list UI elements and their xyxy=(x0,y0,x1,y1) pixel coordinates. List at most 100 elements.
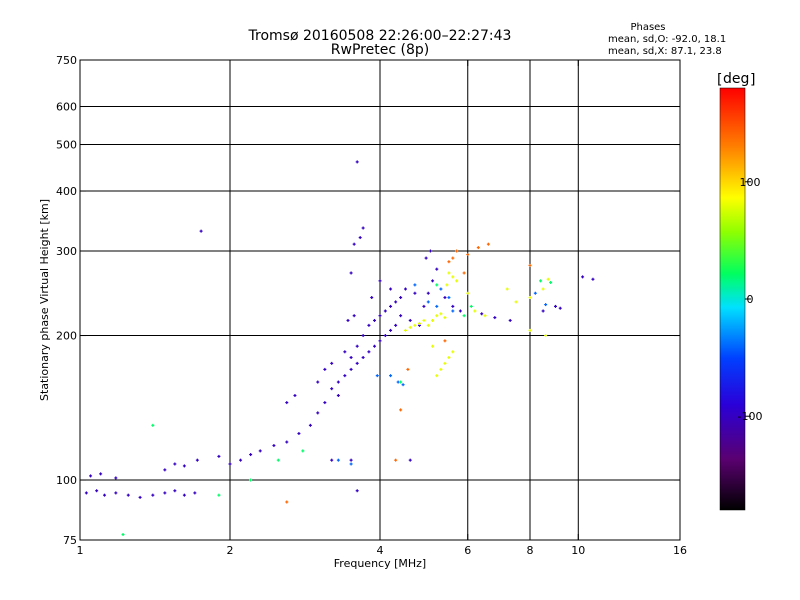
data-point xyxy=(349,458,353,462)
data-point xyxy=(349,367,353,371)
data-point xyxy=(349,271,353,275)
data-point xyxy=(378,279,382,283)
data-point xyxy=(361,334,365,338)
data-point xyxy=(330,361,334,365)
data-point xyxy=(399,296,403,300)
data-point xyxy=(361,226,365,230)
data-point xyxy=(447,260,451,264)
data-point xyxy=(401,383,405,387)
data-point xyxy=(330,387,334,391)
data-points xyxy=(84,160,595,537)
data-point xyxy=(346,318,350,322)
data-point xyxy=(182,464,186,468)
data-point xyxy=(458,309,462,313)
data-point xyxy=(394,458,398,462)
data-point xyxy=(408,318,412,322)
data-point xyxy=(422,304,426,308)
data-point xyxy=(447,296,451,300)
data-point xyxy=(375,374,379,378)
data-point xyxy=(343,374,347,378)
data-point xyxy=(323,401,327,405)
data-point xyxy=(581,275,585,279)
x-tick-label: 1 xyxy=(77,544,84,557)
data-point xyxy=(114,491,118,495)
data-point xyxy=(476,246,480,250)
data-point xyxy=(553,304,557,308)
data-point xyxy=(443,296,447,300)
data-point xyxy=(422,318,426,322)
data-point xyxy=(355,160,359,164)
grid-lines xyxy=(80,60,680,540)
data-point xyxy=(373,344,377,348)
data-point xyxy=(199,229,203,233)
data-point xyxy=(228,462,232,466)
data-point xyxy=(426,291,430,295)
data-point xyxy=(439,287,443,291)
data-point xyxy=(394,300,398,304)
data-point xyxy=(428,249,432,253)
data-point xyxy=(505,287,509,291)
y-tick-label: 100 xyxy=(56,474,77,487)
data-point xyxy=(413,291,417,295)
data-point xyxy=(451,275,455,279)
data-point xyxy=(249,478,253,482)
data-point xyxy=(370,296,374,300)
data-point xyxy=(435,267,439,271)
colorbar-bracket-right: ] xyxy=(750,72,755,88)
data-point xyxy=(443,339,447,343)
data-point xyxy=(195,458,199,462)
data-point xyxy=(99,472,103,476)
x-axis-label: Frequency [MHz] xyxy=(334,557,426,570)
y-tick-label: 75 xyxy=(63,534,77,547)
data-point xyxy=(301,449,305,453)
y-tick-label: 500 xyxy=(56,139,77,152)
chart-subtitle: RwPretec (8p) xyxy=(331,42,429,58)
data-point xyxy=(399,314,403,318)
y-axis-label: Stationary phase Virtual Height [km] xyxy=(38,199,51,401)
data-point xyxy=(373,318,377,322)
y-tick-label: 400 xyxy=(56,185,77,198)
x-tick-label: 10 xyxy=(571,544,585,557)
data-point xyxy=(352,314,356,318)
data-point xyxy=(408,325,412,329)
data-point xyxy=(151,493,155,497)
data-point xyxy=(239,458,243,462)
data-point xyxy=(406,367,410,371)
data-point xyxy=(249,453,253,457)
data-point xyxy=(378,339,382,343)
data-point xyxy=(355,489,359,493)
data-point xyxy=(285,401,289,405)
data-point xyxy=(447,271,451,275)
stats-heading: Phases xyxy=(630,22,665,33)
data-point xyxy=(330,458,334,462)
data-point xyxy=(352,242,356,246)
data-point xyxy=(528,296,532,300)
data-point xyxy=(399,408,403,412)
data-point xyxy=(163,468,167,472)
data-point xyxy=(539,279,543,283)
data-point xyxy=(408,458,412,462)
data-point xyxy=(308,423,312,427)
data-point xyxy=(95,489,99,493)
data-point xyxy=(361,355,365,359)
data-point xyxy=(483,314,487,318)
data-point xyxy=(451,350,455,354)
data-point xyxy=(541,309,545,313)
x-tick-label: 4 xyxy=(377,544,384,557)
data-point xyxy=(403,328,407,332)
data-point xyxy=(121,533,125,537)
data-point xyxy=(336,380,340,384)
x-tick-label: 2 xyxy=(227,544,234,557)
data-point xyxy=(323,367,327,371)
data-point xyxy=(193,491,197,495)
data-point xyxy=(413,283,417,287)
data-point xyxy=(316,411,320,415)
x-tick-label: 8 xyxy=(527,544,534,557)
data-point xyxy=(473,309,477,313)
data-point xyxy=(451,304,455,308)
colorbar-bracket-left: [ xyxy=(717,72,722,88)
data-point xyxy=(435,314,439,318)
stats-line-x: mean, sd,X: 87.1, 23.8 xyxy=(608,46,722,57)
data-point xyxy=(493,316,497,320)
data-point xyxy=(378,314,382,318)
